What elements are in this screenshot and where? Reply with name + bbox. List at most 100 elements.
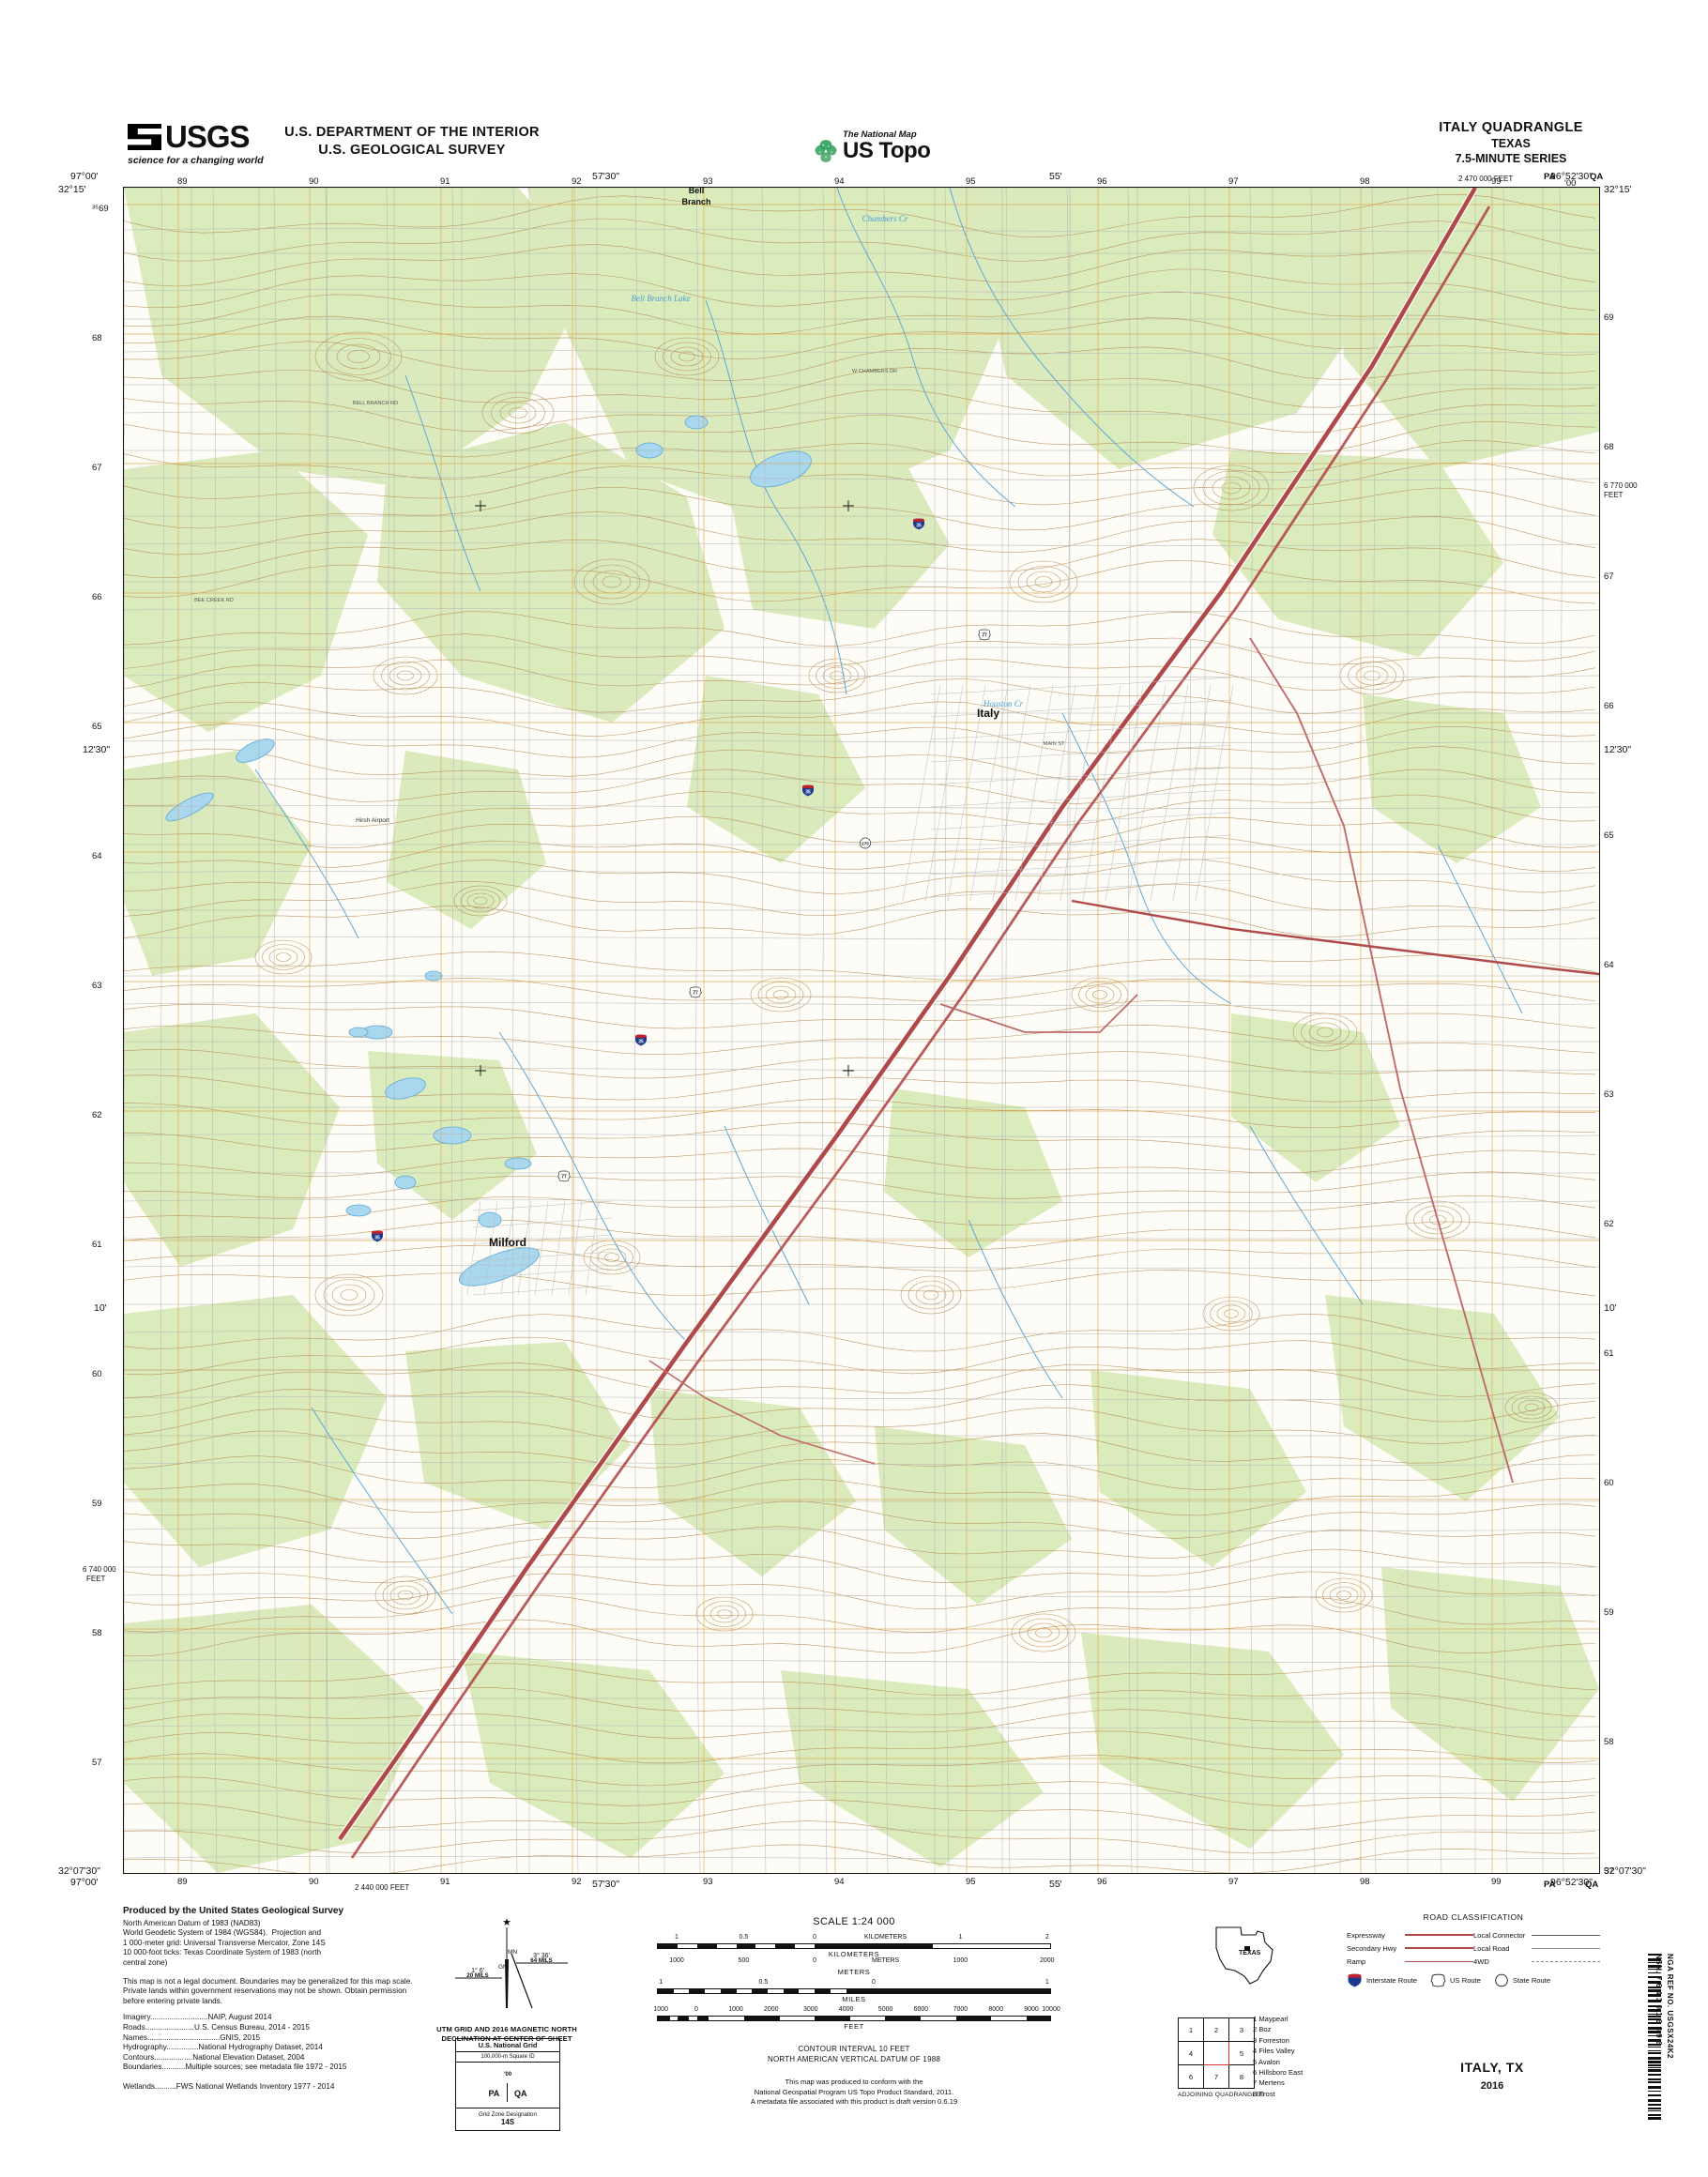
frontage-road-line	[350, 206, 1491, 1859]
scale-tick-label: 2000	[764, 2006, 779, 2013]
bottom-quad-name: ITALY, TX	[1460, 2060, 1524, 2075]
road-class-label: Local Connector	[1473, 1930, 1526, 1940]
usng-box: U.S. National Grid 100,000-m Square ID '…	[455, 2038, 560, 2131]
adjoining-name: 8 Frost	[1253, 2089, 1275, 2098]
grid-tick-label: 94	[834, 176, 845, 187]
credits-block: Produced by the United States Geological…	[123, 1906, 423, 2093]
milford-connector	[648, 1360, 876, 1465]
produced-by-line: Produced by the United States Geological…	[123, 1906, 344, 1916]
grid-tick-label: 96	[1097, 176, 1107, 187]
mi-bar	[657, 1988, 1051, 1994]
grid-tick-label: 97	[1228, 176, 1239, 187]
scale-tick-label: 3000	[803, 2006, 818, 2013]
corner-ne-longitude: 96°52'30"	[1550, 171, 1593, 182]
grid-tick-label: 59	[1604, 1607, 1614, 1618]
svg-text:Branch: Branch	[681, 197, 710, 206]
scale-tick-label: 1000	[953, 1957, 968, 1964]
grid-tick-label: 91	[440, 176, 450, 187]
declination-diagram: ★ MN GN 3° 36' 64 MILS 1° 6' 20 MILS UTM…	[427, 1914, 587, 2044]
road-class-label: 4WD	[1473, 1956, 1489, 1966]
barcode-graphic	[1648, 1954, 1661, 2123]
road-class-right-column: Local Connector Local Road 4WD	[1473, 1928, 1600, 1968]
road-class-row: Ramp	[1347, 1955, 1473, 1968]
svg-text:MAIN ST: MAIN ST	[1044, 741, 1065, 747]
road-class-swatch	[1532, 1947, 1600, 1949]
topographic-map-canvas[interactable]: Italy Milford Bell Branch Bell Branch Lake Ho…	[124, 188, 1599, 1873]
source-label: Contours	[123, 2052, 155, 2062]
svg-text:Hirsh Airport: Hirsh Airport	[356, 817, 389, 824]
scale-tick-label: 500	[738, 1957, 750, 1964]
map-body[interactable]: Italy Milford Bell Branch Bell Branch Lake Ho…	[123, 187, 1600, 1874]
source-dots: ...........................	[149, 2013, 208, 2022]
adjoining-name: 4 Files Valley	[1253, 2047, 1295, 2056]
scale-tick-label: 4000	[838, 2006, 854, 2013]
road-class-row: 4WD	[1473, 1955, 1600, 1968]
grid-tick-label: 99	[1491, 1877, 1502, 1887]
source-row: Hydrography...............National Hydro…	[123, 2043, 423, 2053]
source-dots: ...............	[166, 2043, 199, 2052]
km-unit: KILOMETERS	[828, 1950, 880, 1958]
vegetation-areas	[124, 188, 1599, 1873]
grid-tick-label: 64	[1604, 960, 1614, 970]
usng-bottom-right-id: QA	[1585, 1880, 1599, 1890]
true-north-star: ★	[502, 1917, 511, 1928]
left-interior-lat-2: 10'	[94, 1302, 107, 1314]
scale-tick-label: 2000	[1040, 1957, 1055, 1964]
national-map-tagline: The National Map	[843, 129, 917, 140]
adjoining-names-list: 1 Maypearl 2 Boz 3 Forreston 4 Files Valley…	[1253, 2014, 1303, 2099]
grid-tick-label: 57	[1604, 1866, 1614, 1877]
usng-left-id: PA	[488, 2089, 499, 2098]
left-feet-label-1: 6 740 000	[83, 1565, 116, 1574]
corner-nw-longitude: 97°00'	[70, 171, 99, 182]
grid-tick-label: 65	[1604, 830, 1614, 841]
scale-tick-label: 1	[958, 1934, 963, 1941]
svg-text:35: 35	[805, 789, 811, 795]
scale-tick-label: 1	[675, 1934, 679, 1941]
scale-km: 1 0.5 0 KILOMETERS 1 2 KILOMETERS	[657, 1934, 1051, 1958]
corner-se-longitude: 96°52'30"	[1550, 1877, 1593, 1888]
scale-tick-label: 0	[813, 1957, 816, 1964]
adjoining-cell: 7	[1203, 2064, 1229, 2089]
conformance-note: This map was produced to conform with th…	[657, 2078, 1051, 2108]
right-feet-label-1: 6 770 000	[1604, 481, 1638, 490]
grid-tick-label: 68	[92, 333, 102, 343]
left-interior-lat-1: 12'30"	[83, 744, 111, 755]
section-lines	[124, 188, 1599, 1873]
right-interior-lat-1: 12'30"	[1604, 744, 1632, 755]
top-feet-label: 2 470 000 FEET	[1458, 175, 1514, 183]
road-classification-title: ROAD CLASSIFICATION	[1423, 1912, 1524, 1922]
conform-line-1: This map was produced to conform with th…	[785, 2078, 923, 2086]
secondary-hwy-east	[1249, 637, 1514, 1484]
adjoining-name: 5 Avalon	[1253, 2057, 1280, 2066]
ft-bar	[657, 2016, 1051, 2021]
local-road-network	[124, 188, 1599, 1873]
scale-tick-label: 0	[694, 2006, 698, 2013]
grid-tick-label: 65	[92, 722, 102, 732]
grid-tick-label: 57	[92, 1758, 102, 1768]
national-map-logo: The National Map US Topo	[813, 129, 982, 167]
adjoining-cell: 2	[1203, 2017, 1229, 2042]
grid-tick-label: 97	[1228, 1877, 1239, 1887]
grid-tick-label: 89	[177, 1877, 188, 1887]
grid-tick-label: 93	[703, 176, 713, 187]
road-class-label: Local Road	[1473, 1943, 1510, 1953]
conform-line-3: A metadata file associated with this pro…	[750, 2097, 958, 2106]
grid-tick-label: 96	[1097, 1877, 1107, 1887]
usng-bottom-left-id: PA	[1544, 1880, 1556, 1890]
svg-text:77: 77	[982, 632, 987, 638]
grid-zone-value: 14S	[500, 2118, 515, 2126]
scale-meters: 1000 500 0 METERS 1000 2000 METERS	[657, 1957, 1054, 1976]
source-value: U.S. Census Bureau, 2014 - 2015	[194, 2022, 310, 2032]
road-classification-legend: ROAD CLASSIFICATION Expressway Secondary …	[1347, 1912, 1600, 1987]
grid-tick-label: 67	[92, 463, 102, 473]
top-interior-lon-2: 55'	[1049, 171, 1062, 182]
water-bodies	[165, 415, 812, 1286]
quadrangle-title-block: ITALY QUADRANGLE TEXAS 7.5-MINUTE SERIES	[1351, 120, 1670, 165]
source-dots: .......................	[145, 2022, 194, 2032]
grid-tick-label: 98	[1360, 176, 1370, 187]
scale-block: SCALE 1:24 000 1 0.5 0 KILOMETERS 1 2 KILOMET…	[653, 1916, 1060, 2108]
grid-tick-label: 63	[92, 981, 102, 991]
grid-tick-label: 62	[92, 1110, 102, 1120]
source-row: Names..................................G…	[123, 2033, 423, 2044]
